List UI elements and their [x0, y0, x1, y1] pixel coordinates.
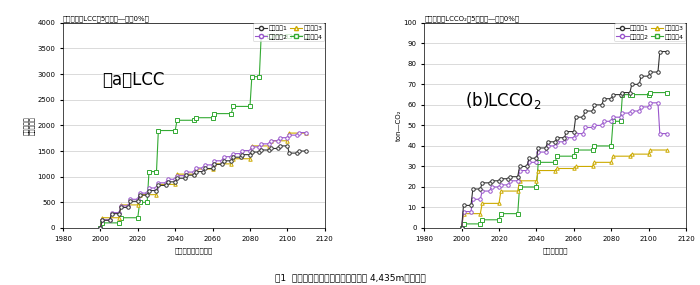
Text: （a）LCC: （a）LCC: [102, 71, 165, 89]
X-axis label: 補修実施年次（年）: 補修実施年次（年）: [175, 247, 213, 254]
Legend: シナリオ1, シナリオ2, シナリオ3, シナリオ4: シナリオ1, シナリオ2, シナリオ3, シナリオ4: [615, 23, 685, 42]
Legend: シナリオ1, シナリオ2, シナリオ3, シナリオ4: シナリオ1, シナリオ2, シナリオ3, シナリオ4: [253, 23, 324, 42]
Text: シナリオ別LCC（5路線単―社剶0%）: シナリオ別LCC（5路線単―社剶0%）: [63, 15, 150, 22]
Text: 図1  シナリオ別算定結果（水路延長 4,435mで試算）: 図1 シナリオ別算定結果（水路延長 4,435mで試算）: [274, 273, 426, 282]
X-axis label: 補修実施年次: 補修実施年次: [542, 247, 568, 254]
Text: (b)LCCO$_2$: (b)LCCO$_2$: [465, 90, 541, 111]
Y-axis label: 累計補修費
（百万円）: 累計補修費 （百万円）: [24, 116, 36, 135]
Text: シナリオ別LCCO₂（5路線単―社剶0%）: シナリオ別LCCO₂（5路線単―社剶0%）: [424, 15, 519, 22]
Y-axis label: ton―CO₂: ton―CO₂: [395, 110, 402, 141]
